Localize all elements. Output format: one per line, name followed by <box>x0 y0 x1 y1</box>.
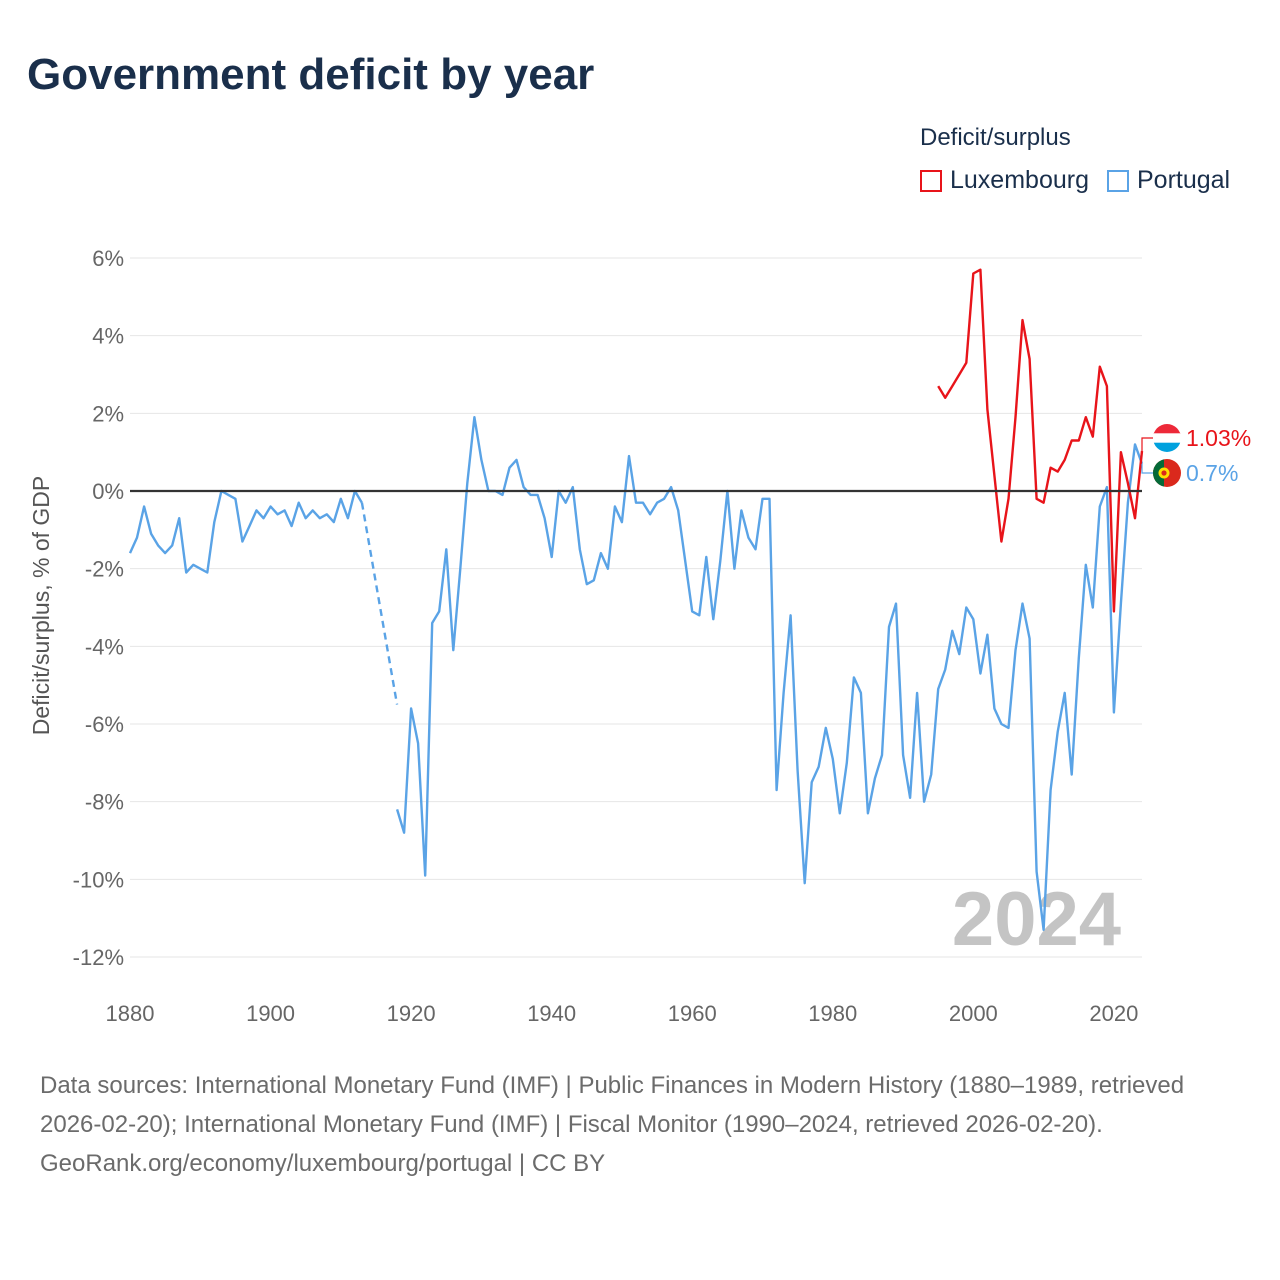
legend-label-portugal: Portugal <box>1136 166 1231 194</box>
end-connector-luxembourg <box>1141 437 1153 452</box>
legend-title: Deficit/surplus <box>920 124 1071 151</box>
x-tick-label: 1900 <box>246 1001 295 1026</box>
series-line-luxembourg <box>937 268 1144 613</box>
end-connector-portugal <box>1141 463 1153 474</box>
y-tick-label: 0% <box>92 479 124 504</box>
legend-item-portugal[interactable]: Portugal <box>1106 166 1231 195</box>
x-tick-label: 1940 <box>527 1001 576 1026</box>
x-tick-label: 2020 <box>1089 1001 1138 1026</box>
end-label-portugal: 0.7% <box>1186 460 1238 486</box>
y-tick-label: -8% <box>85 790 124 815</box>
y-tick-label: -12% <box>73 945 124 970</box>
y-tick-label: 4% <box>92 324 124 349</box>
legend-swatch-luxembourg <box>920 169 942 192</box>
x-tick-label: 1960 <box>668 1001 717 1026</box>
y-tick-label: -2% <box>85 557 124 582</box>
portugal-flag-icon <box>1153 459 1181 487</box>
data-sources: Data sources: International Monetary Fun… <box>40 1072 1185 1138</box>
series-gap-dashed <box>360 502 399 705</box>
x-tick-label: 2000 <box>949 1001 998 1026</box>
legend-label-luxembourg: Luxembourg <box>950 166 1089 194</box>
credit-link[interactable]: GeoRank.org/economy/luxembourg/portugal … <box>40 1150 606 1177</box>
series-line-portugal <box>128 489 363 574</box>
footer: Data sources: International Monetary Fun… <box>40 1066 1240 1183</box>
y-tick-label: -6% <box>85 712 124 737</box>
line-chart: 6% 4% 2% 0% -2% -4% -6% -8% -10% -12% 1880 1900 1920… <box>28 246 1251 1026</box>
current-year-label: 2024 <box>952 877 1121 962</box>
x-tick-label: 1880 <box>106 1001 155 1026</box>
legend-swatch-portugal <box>1106 169 1129 192</box>
end-label-luxembourg: 1.03% <box>1186 425 1251 451</box>
y-tick-label: -4% <box>85 634 124 659</box>
legend: Deficit/surplus Luxembourg Portugal <box>920 124 1230 195</box>
chart-title: Government deficit by year <box>27 50 595 99</box>
x-tick-label: 1920 <box>387 1001 436 1026</box>
x-tick-label: 1980 <box>808 1001 857 1026</box>
legend-item-luxembourg[interactable]: Luxembourg <box>920 166 1089 195</box>
y-tick-label: -10% <box>73 867 124 892</box>
y-tick-label: 6% <box>92 246 124 271</box>
y-axis-title: Deficit/surplus, % of GDP <box>28 476 54 735</box>
luxembourg-flag-icon <box>1153 424 1181 452</box>
series-line-portugal <box>395 416 1144 931</box>
y-tick-label: 2% <box>92 401 124 426</box>
